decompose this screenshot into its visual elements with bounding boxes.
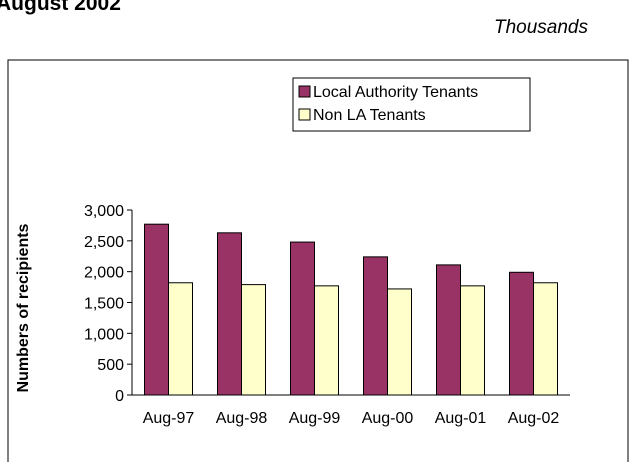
- bar: [290, 241, 315, 396]
- bar: [314, 285, 339, 396]
- bar: [533, 282, 558, 396]
- legend-label: Local Authority Tenants: [313, 84, 478, 101]
- bar: [460, 285, 485, 396]
- legend-swatch: [298, 108, 311, 121]
- bar: [436, 264, 461, 396]
- legend-swatch: [298, 85, 311, 98]
- y-tick-label: 500: [97, 357, 124, 374]
- bar: [387, 288, 412, 396]
- legend-label: Non LA Tenants: [313, 107, 426, 124]
- y-tick-label: 2,500: [84, 234, 124, 251]
- bar: [509, 271, 534, 396]
- chart-title: August 2002: [0, 0, 121, 15]
- bar: [363, 256, 388, 396]
- x-tick-label: Aug-98: [216, 410, 268, 427]
- y-axis-label: Numbers of recipients: [15, 223, 32, 392]
- chart-subtitle: Thousands: [494, 17, 589, 38]
- y-tick-label: 0: [115, 388, 124, 405]
- x-tick-label: Aug-00: [362, 410, 414, 427]
- y-tick-label: 1,500: [84, 296, 124, 313]
- bar: [217, 232, 242, 396]
- chart-frame: [7, 59, 629, 462]
- y-tick-label: 1,000: [84, 326, 124, 343]
- bar: [168, 282, 193, 396]
- bar: [144, 223, 169, 396]
- x-tick-label: Aug-99: [289, 410, 341, 427]
- x-tick-label: Aug-97: [143, 410, 195, 427]
- x-tick-label: Aug-01: [435, 410, 487, 427]
- x-tick-label: Aug-02: [508, 410, 560, 427]
- y-tick-label: 2,000: [84, 265, 124, 282]
- legend-box: [292, 77, 531, 132]
- bar: [241, 284, 266, 396]
- y-tick-label: 3,000: [84, 203, 124, 220]
